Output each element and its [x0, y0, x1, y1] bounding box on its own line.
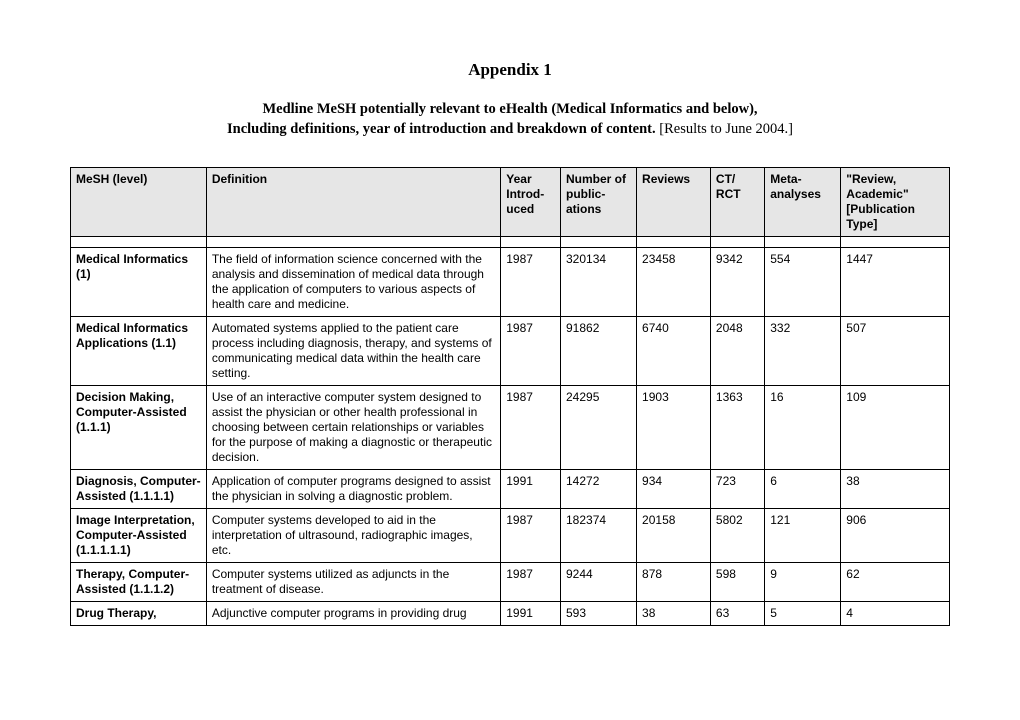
cell-year: 1987: [501, 563, 561, 602]
cell-ct: 723: [710, 470, 764, 509]
cell-year: 1987: [501, 509, 561, 563]
cell-pub: 4: [841, 602, 950, 626]
cell-meta: 121: [765, 509, 841, 563]
subtitle-line2-bold: Including definitions, year of introduct…: [227, 121, 656, 137]
cell-rev: 934: [637, 470, 711, 509]
page-title: Appendix 1: [70, 60, 950, 80]
cell-rev: 38: [637, 602, 711, 626]
cell-pub: 62: [841, 563, 950, 602]
table-row: Medical Informatics Applications (1.1)Au…: [71, 317, 950, 386]
cell-meta: 554: [765, 248, 841, 317]
col-year: Year Introd-uced: [501, 168, 561, 237]
table-header-row: MeSH (level) Definition Year Introd-uced…: [71, 168, 950, 237]
cell-ct: 9342: [710, 248, 764, 317]
table-row: Diagnosis, Computer-Assisted (1.1.1.1)Ap…: [71, 470, 950, 509]
cell-year: 1987: [501, 317, 561, 386]
cell-year: 1991: [501, 470, 561, 509]
cell-pub: 1447: [841, 248, 950, 317]
cell-meta: 332: [765, 317, 841, 386]
col-meta: Meta-analyses: [765, 168, 841, 237]
cell-pub: 507: [841, 317, 950, 386]
col-rev: Reviews: [637, 168, 711, 237]
table-row: Drug Therapy,Adjunctive computer program…: [71, 602, 950, 626]
cell-def: Computer systems developed to aid in the…: [206, 509, 500, 563]
spacer-row: [71, 237, 950, 248]
cell-mesh: Decision Making, Computer-Assisted (1.1.…: [71, 386, 207, 470]
subtitle-line2-plain: [Results to June 2004.]: [656, 121, 793, 137]
cell-num: 182374: [561, 509, 637, 563]
cell-num: 9244: [561, 563, 637, 602]
cell-mesh: Drug Therapy,: [71, 602, 207, 626]
cell-ct: 598: [710, 563, 764, 602]
cell-year: 1991: [501, 602, 561, 626]
cell-def: Use of an interactive computer system de…: [206, 386, 500, 470]
cell-rev: 20158: [637, 509, 711, 563]
cell-ct: 63: [710, 602, 764, 626]
cell-rev: 1903: [637, 386, 711, 470]
cell-ct: 5802: [710, 509, 764, 563]
cell-def: The field of information science concern…: [206, 248, 500, 317]
cell-num: 320134: [561, 248, 637, 317]
col-num: Number of public-ations: [561, 168, 637, 237]
cell-pub: 906: [841, 509, 950, 563]
table-row: Decision Making, Computer-Assisted (1.1.…: [71, 386, 950, 470]
cell-meta: 6: [765, 470, 841, 509]
cell-def: Application of computer programs designe…: [206, 470, 500, 509]
cell-ct: 2048: [710, 317, 764, 386]
cell-num: 24295: [561, 386, 637, 470]
table-row: Medical Informatics (1)The field of info…: [71, 248, 950, 317]
cell-year: 1987: [501, 386, 561, 470]
cell-pub: 109: [841, 386, 950, 470]
cell-num: 14272: [561, 470, 637, 509]
col-ct: CT/ RCT: [710, 168, 764, 237]
table-row: Image Interpretation, Computer-Assisted …: [71, 509, 950, 563]
cell-year: 1987: [501, 248, 561, 317]
col-def: Definition: [206, 168, 500, 237]
cell-mesh: Diagnosis, Computer-Assisted (1.1.1.1): [71, 470, 207, 509]
cell-pub: 38: [841, 470, 950, 509]
cell-mesh: Therapy, Computer-Assisted (1.1.1.2): [71, 563, 207, 602]
page-subtitle: Medline MeSH potentially relevant to eHe…: [70, 100, 950, 139]
cell-rev: 23458: [637, 248, 711, 317]
cell-rev: 6740: [637, 317, 711, 386]
cell-num: 91862: [561, 317, 637, 386]
cell-num: 593: [561, 602, 637, 626]
cell-mesh: Medical Informatics (1): [71, 248, 207, 317]
cell-def: Computer systems utilized as adjuncts in…: [206, 563, 500, 602]
col-mesh: MeSH (level): [71, 168, 207, 237]
cell-def: Adjunctive computer programs in providin…: [206, 602, 500, 626]
table-row: Therapy, Computer-Assisted (1.1.1.2)Comp…: [71, 563, 950, 602]
cell-meta: 16: [765, 386, 841, 470]
cell-def: Automated systems applied to the patient…: [206, 317, 500, 386]
cell-mesh: Medical Informatics Applications (1.1): [71, 317, 207, 386]
cell-mesh: Image Interpretation, Computer-Assisted …: [71, 509, 207, 563]
cell-meta: 9: [765, 563, 841, 602]
subtitle-line1: Medline MeSH potentially relevant to eHe…: [262, 101, 757, 117]
cell-rev: 878: [637, 563, 711, 602]
mesh-table: MeSH (level) Definition Year Introd-uced…: [70, 167, 950, 626]
cell-ct: 1363: [710, 386, 764, 470]
cell-meta: 5: [765, 602, 841, 626]
col-pub: "Review, Academic" [Publication Type]: [841, 168, 950, 237]
